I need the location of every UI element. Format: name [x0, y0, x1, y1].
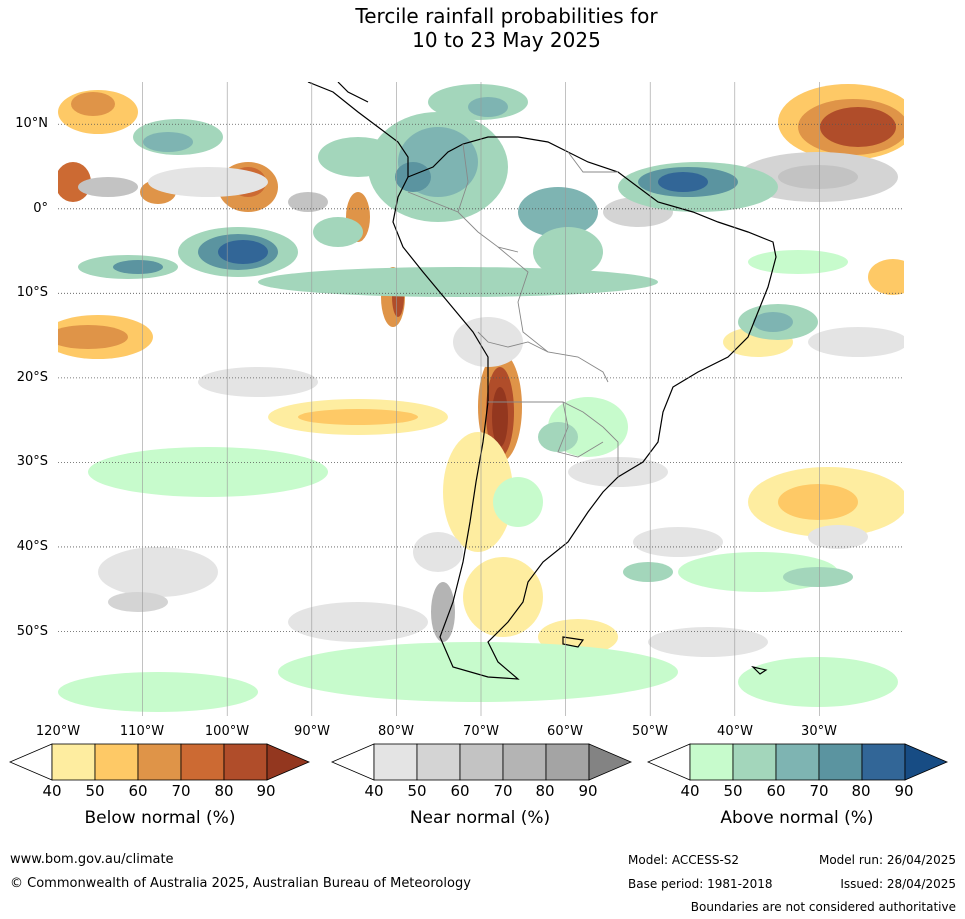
lon-label-40w: 40°W — [717, 724, 753, 739]
above-colorbar-segment — [861, 743, 906, 781]
lon-label-120w: 120°W — [35, 724, 81, 739]
lat-label-40s: 40°S — [16, 539, 48, 554]
country-borders — [407, 143, 619, 477]
below-tick: 90 — [256, 782, 276, 800]
above-tick: 70 — [809, 782, 829, 800]
lat-label-10n: 10°N — [15, 116, 48, 131]
below-colorbar-extend-high — [266, 743, 311, 781]
below-tick: 70 — [171, 782, 191, 800]
near-colorbar-segment — [416, 743, 461, 781]
below-colorbar-extend-low — [8, 743, 53, 781]
below-tick: 40 — [42, 782, 62, 800]
colorbar-above — [646, 743, 949, 781]
below-tick: 80 — [214, 782, 234, 800]
above-tick: 90 — [894, 782, 914, 800]
below-colorbar-segment — [223, 743, 268, 781]
lon-label-90w: 90°W — [294, 724, 330, 739]
colorbar-near — [330, 743, 633, 781]
coastline — [307, 81, 777, 680]
below-colorbar-segment — [51, 743, 96, 781]
near-tick: 90 — [578, 782, 598, 800]
colorbars — [8, 743, 949, 781]
footer-copyright: © Commonwealth of Australia 2025, Austra… — [10, 876, 471, 891]
colorbar-below — [8, 743, 311, 781]
below-colorbar-segment — [180, 743, 225, 781]
footer-model: Model: ACCESS-S2 — [628, 853, 740, 867]
above-colorbar-extend-high — [904, 743, 949, 781]
map-panel — [43, 81, 918, 716]
lat-label-20s: 20°S — [16, 370, 48, 385]
below-tick: 60 — [128, 782, 148, 800]
near-colorbar-extend-low — [330, 743, 375, 781]
lat-label-30s: 30°S — [16, 454, 48, 469]
above-colorbar-segment — [689, 743, 734, 781]
graticule — [58, 82, 904, 716]
footer-base-period: Base period: 1981-2018 — [628, 877, 773, 891]
above-colorbar-extend-low — [646, 743, 691, 781]
probability-shading — [43, 84, 918, 712]
lat-label-50s: 50°S — [16, 624, 48, 639]
near-tick: 80 — [535, 782, 555, 800]
lat-label-0: 0° — [33, 201, 48, 216]
lat-label-10s: 10°S — [16, 285, 48, 300]
probability-map — [43, 81, 918, 716]
above-colorbar-segment — [775, 743, 820, 781]
lon-label-110w: 110°W — [119, 724, 165, 739]
near-tick: 40 — [364, 782, 384, 800]
title-line-1: Tercile rainfall probabilities for — [355, 4, 658, 28]
above-colorbar-segment — [818, 743, 863, 781]
lon-label-70w: 70°W — [463, 724, 499, 739]
below-normal-title: Below normal (%) — [84, 808, 236, 828]
near-colorbar-segment — [459, 743, 504, 781]
above-tick: 80 — [851, 782, 871, 800]
near-colorbar-segment — [502, 743, 547, 781]
near-colorbar-extend-high — [588, 743, 633, 781]
lon-label-30w: 30°W — [801, 724, 837, 739]
footer-url: www.bom.gov.au/climate — [10, 852, 174, 867]
below-tick: 50 — [85, 782, 105, 800]
below-colorbar-segment — [94, 743, 139, 781]
near-normal-title: Near normal (%) — [409, 808, 551, 828]
lon-label-100w: 100°W — [204, 724, 250, 739]
near-colorbar-segment — [545, 743, 590, 781]
above-normal-title: Above normal (%) — [720, 808, 874, 828]
lon-label-50w: 50°W — [632, 724, 668, 739]
above-tick: 50 — [723, 782, 743, 800]
footer-model-run: Model run: 26/04/2025 — [818, 853, 956, 867]
lon-label-60w: 60°W — [547, 724, 583, 739]
above-tick: 60 — [766, 782, 786, 800]
near-tick: 70 — [493, 782, 513, 800]
footer-disclaimer: Boundaries are not considered authoritat… — [690, 900, 956, 914]
above-tick: 40 — [680, 782, 700, 800]
lon-label-80w: 80°W — [378, 724, 414, 739]
title-line-2: 10 to 23 May 2025 — [412, 28, 601, 52]
below-colorbar-segment — [137, 743, 182, 781]
near-tick: 60 — [450, 782, 470, 800]
footer-issued: Issued: 28/04/2025 — [840, 877, 956, 891]
near-tick: 50 — [407, 782, 427, 800]
map-title: Tercile rainfall probabilities for 10 to… — [0, 4, 965, 52]
above-colorbar-segment — [732, 743, 777, 781]
near-colorbar-segment — [373, 743, 418, 781]
